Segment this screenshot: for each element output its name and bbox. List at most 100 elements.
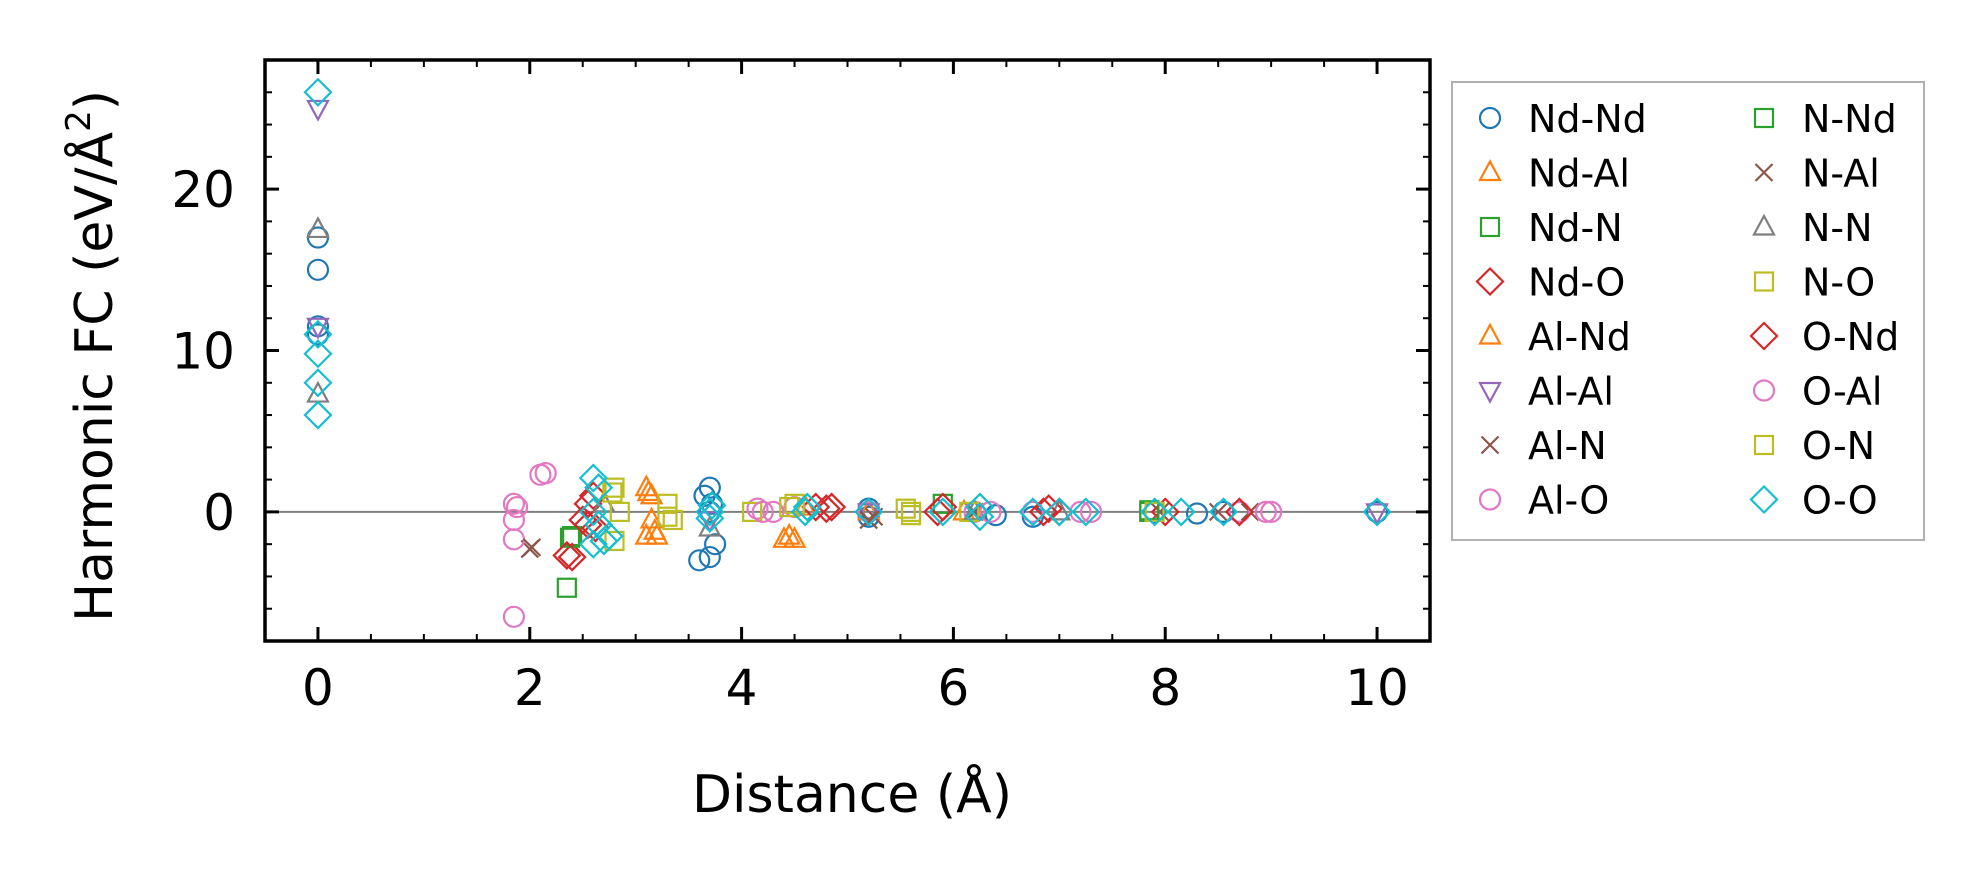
legend-marker <box>1480 435 1500 455</box>
legend-entry: O-Nd <box>1749 315 1899 359</box>
legend-label: N-N <box>1802 206 1873 250</box>
series-o-n <box>602 482 980 527</box>
y-tick-label: 10 <box>171 323 235 381</box>
data-point <box>859 510 878 530</box>
data-point <box>792 492 822 522</box>
legend-entry: N-Nd <box>1753 97 1897 141</box>
legend-label: Nd-O <box>1528 261 1625 305</box>
legend-label: O-Nd <box>1802 315 1899 359</box>
data-point <box>697 511 722 534</box>
data-point <box>857 505 880 528</box>
data-point <box>1021 500 1044 523</box>
y-axis-label-superscript: 2 <box>59 110 99 132</box>
legend-entry: Al-N <box>1480 424 1607 468</box>
legend-label: Al-O <box>1528 479 1609 523</box>
data-point <box>303 400 333 430</box>
legend-marker <box>1478 106 1502 130</box>
data-point <box>303 77 333 107</box>
x-tick-label: 6 <box>938 659 970 717</box>
data-point <box>895 498 916 519</box>
legend-marker <box>1478 159 1502 182</box>
data-point <box>1044 497 1074 527</box>
legend: Nd-Nd Nd-Al Nd-N Nd-O Al-Nd Al-Al Al-N Al-O N-Nd… <box>1451 81 1925 541</box>
legend-frame <box>1451 81 1925 541</box>
legend-entry: Nd-N <box>1479 206 1623 250</box>
legend-marker <box>1752 379 1776 402</box>
data-point <box>636 479 661 502</box>
legend-marker <box>1479 216 1501 238</box>
series-n-al <box>522 502 1228 557</box>
axes-layer: 0 2 4 6 8 10 0 10 20 <box>171 58 1432 717</box>
data-point <box>900 501 922 522</box>
data-point <box>922 497 953 527</box>
legend-marker <box>1749 484 1779 515</box>
data-point <box>1069 500 1092 523</box>
data-point <box>1150 502 1170 522</box>
data-point <box>854 497 884 527</box>
data-point <box>1166 497 1196 527</box>
data-point <box>928 497 958 527</box>
series-o-al <box>505 463 1277 523</box>
data-point <box>552 540 582 571</box>
legend-marker <box>1754 163 1774 182</box>
data-point <box>790 497 820 527</box>
data-point <box>306 323 330 346</box>
data-point <box>306 380 330 403</box>
data-point <box>1260 500 1283 523</box>
legend-entry: Al-O <box>1478 479 1609 523</box>
data-point <box>817 492 847 522</box>
legend-entry: N-O <box>1753 261 1875 305</box>
data-point <box>657 493 678 514</box>
data-point <box>777 522 802 545</box>
legend-marker <box>1478 488 1502 511</box>
series-n-o <box>604 477 1165 552</box>
legend-marker <box>1478 381 1502 404</box>
data-point <box>1365 503 1389 526</box>
data-point <box>522 538 542 557</box>
data-point <box>578 481 608 511</box>
series-al-al <box>306 99 1389 534</box>
legend-label: Al-N <box>1528 424 1607 468</box>
legend-entry: Nd-Nd <box>1478 97 1647 141</box>
data-point <box>751 500 774 523</box>
legend-label: O-N <box>1802 424 1875 468</box>
data-point <box>303 319 333 349</box>
data-point <box>959 501 980 522</box>
data-point <box>979 500 1002 523</box>
data-point <box>1208 497 1239 527</box>
legend-marker <box>1752 213 1776 236</box>
axis-labels-layer: Distance (Å) Harmonic FC (eV/Å2) <box>59 90 1012 825</box>
y-tick-label: 20 <box>171 161 235 219</box>
data-point <box>1228 500 1251 523</box>
legend-entry: Nd-Al <box>1478 152 1630 196</box>
data-point <box>578 497 608 527</box>
data-point <box>698 545 721 569</box>
data-point <box>1018 497 1048 527</box>
legend-entry: N-N <box>1752 206 1873 250</box>
data-point <box>529 463 552 486</box>
y-tick-label: 0 <box>203 484 235 542</box>
data-point <box>704 533 727 556</box>
data-point <box>609 501 630 522</box>
y-axis-label-end: ) <box>65 90 125 110</box>
legend-label: Nd-Nd <box>1528 97 1647 141</box>
data-point <box>303 368 333 398</box>
data-point <box>782 526 807 548</box>
data-point <box>762 500 785 523</box>
legend-marker <box>1753 271 1775 292</box>
legend-marker <box>1753 434 1775 456</box>
data-point <box>1071 497 1101 527</box>
data-point <box>1212 500 1235 523</box>
legend-label: Al-Al <box>1528 370 1614 414</box>
legend-marker <box>1753 107 1775 129</box>
legend-marker <box>1478 322 1502 345</box>
data-point <box>584 473 614 503</box>
data-point <box>604 530 625 552</box>
data-point <box>578 529 608 559</box>
data-point <box>306 216 330 239</box>
data-point <box>1185 502 1209 525</box>
data-point <box>1144 501 1165 522</box>
x-tick-label: 2 <box>514 659 546 717</box>
legend-marker <box>1475 266 1505 297</box>
